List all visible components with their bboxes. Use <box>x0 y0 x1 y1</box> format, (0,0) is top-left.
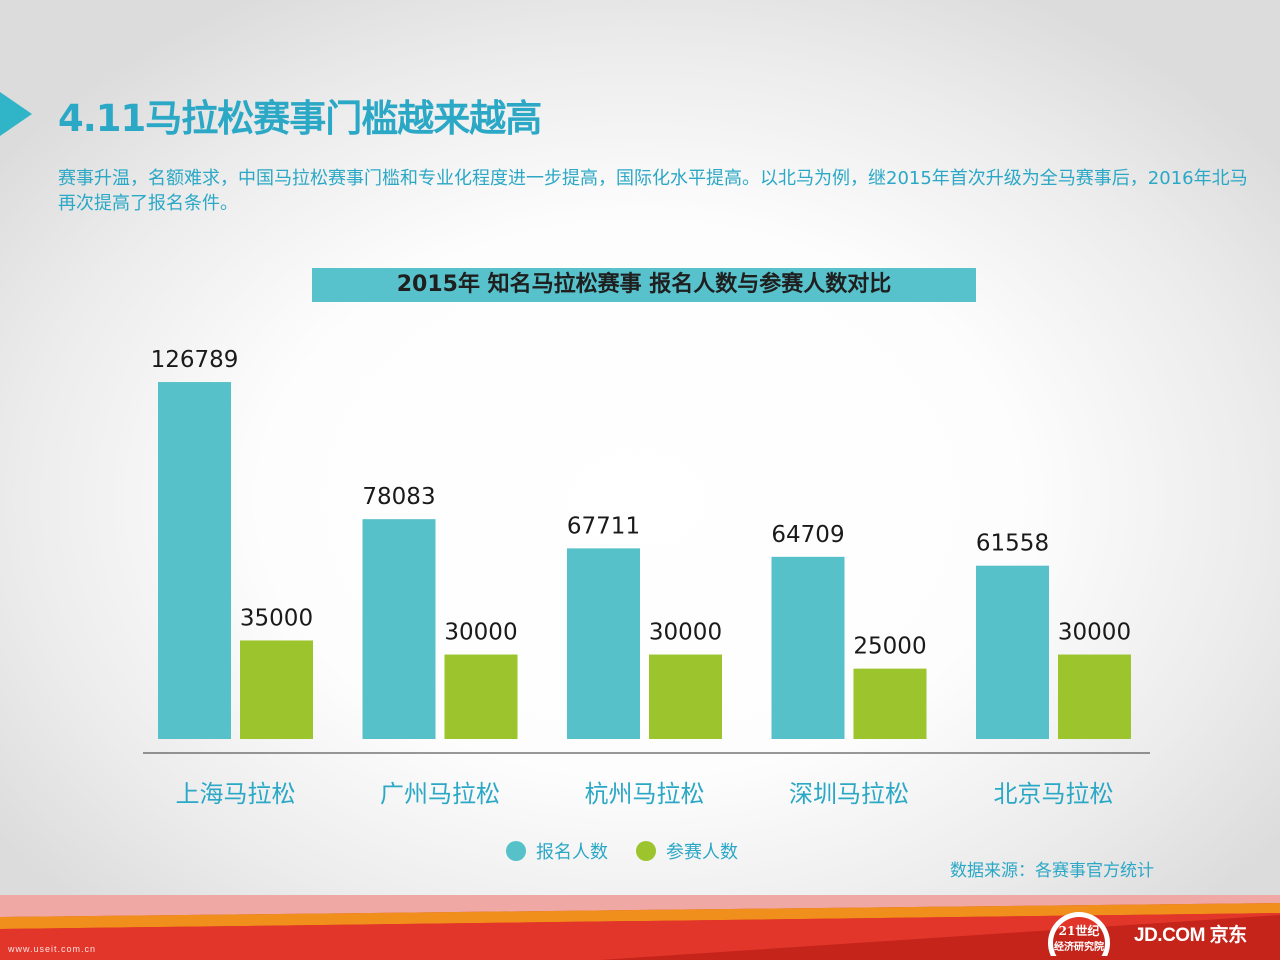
bar-participants-3 <box>853 668 927 739</box>
value-label-registered-4: 61558 <box>976 531 1049 557</box>
chart-legend: 报名人数 参赛人数 <box>506 838 766 864</box>
data-source-note: 数据来源：各赛事官方统计 <box>950 861 1154 881</box>
watermark-text: www.useit.com.cn <box>8 944 97 954</box>
intro-paragraph: 赛事升温，名额难求，中国马拉松赛事门槛和专业化程度进一步提高，国际化水平提高。以… <box>58 168 1248 214</box>
legend-item-registered: 报名人数 <box>506 838 608 864</box>
category-label-2: 杭州马拉松 <box>585 780 705 808</box>
page-title: 4.11马拉松赛事门槛越来越高 <box>58 97 542 140</box>
chart-title: 2015年 知名马拉松赛事 报名人数与参赛人数对比 <box>312 268 976 302</box>
bar-registered-1 <box>362 519 436 739</box>
category-label-4: 北京马拉松 <box>994 780 1114 808</box>
bar-participants-0 <box>240 640 313 739</box>
jd-logo: JD.COM 京东 <box>1134 925 1247 946</box>
logo-ring-icon <box>1048 912 1110 956</box>
value-label-participants-2: 30000 <box>649 620 722 646</box>
bar-registered-4 <box>976 565 1049 739</box>
category-label-0: 上海马拉松 <box>176 780 296 808</box>
bar-registered-2 <box>567 548 640 739</box>
value-label-registered-0: 126789 <box>151 347 239 373</box>
value-label-participants-0: 35000 <box>240 605 313 631</box>
logo-21-line2: 经济研究院 <box>1054 942 1104 953</box>
bar-participants-4 <box>1058 654 1131 739</box>
value-label-participants-3: 25000 <box>853 634 926 660</box>
bar-participants-1 <box>444 654 518 739</box>
21st-century-institute-logo: 21世纪 经济研究院 <box>1040 908 1122 956</box>
footer-band <box>0 895 1280 960</box>
value-label-registered-3: 64709 <box>771 522 844 548</box>
legend-label-participants: 参赛人数 <box>666 842 738 863</box>
legend-swatch-registered <box>506 841 526 861</box>
legend-label-registered: 报名人数 <box>536 842 608 863</box>
title-arrow-marker <box>0 92 32 136</box>
category-label-3: 深圳马拉松 <box>789 780 909 808</box>
value-label-registered-2: 67711 <box>567 513 640 539</box>
legend-item-participants: 参赛人数 <box>636 838 738 864</box>
bar-registered-3 <box>771 556 845 739</box>
value-label-participants-1: 30000 <box>444 620 517 646</box>
logo-21-line1: 21世纪 <box>1058 924 1100 938</box>
bar-registered-0 <box>158 382 231 739</box>
legend-swatch-participants <box>636 841 656 861</box>
value-label-participants-4: 30000 <box>1058 620 1131 646</box>
value-label-registered-1: 78083 <box>362 484 435 510</box>
bar-participants-2 <box>649 654 722 739</box>
category-label-1: 广州马拉松 <box>380 780 500 808</box>
